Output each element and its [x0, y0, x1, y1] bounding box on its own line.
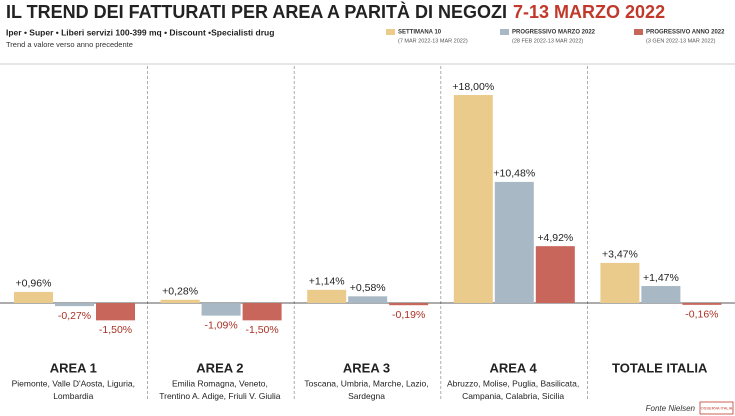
value-label: -0,27% — [58, 310, 91, 322]
legend-label: PROGRESSIVO ANNO 2022 — [646, 30, 725, 36]
value-label: +3,47% — [602, 249, 638, 261]
category-label: AREA 3 — [343, 360, 390, 375]
bar — [160, 299, 200, 304]
bar — [641, 286, 681, 304]
value-label: +1,47% — [643, 272, 679, 284]
note: Trend a valore verso anno precedente — [6, 40, 133, 49]
legend-swatch — [500, 29, 509, 35]
category-description: Emilia Romagna, Veneto, — [172, 378, 268, 388]
bar — [494, 181, 534, 304]
value-label: -0,19% — [392, 309, 425, 321]
legend-label: SETTIMANA 10 — [398, 30, 442, 36]
logo: OSSERVA ITALIA — [701, 406, 733, 411]
bar — [535, 246, 575, 304]
bar — [55, 303, 94, 307]
title-main: IL TREND DEI FATTURATI PER AREA A PARITÀ… — [6, 1, 507, 22]
value-label: +0,28% — [162, 286, 198, 298]
bar — [96, 303, 135, 321]
bar — [453, 95, 493, 304]
category-description: Piemonte, Valle D'Aosta, Liguria, — [12, 378, 135, 388]
subtitle: Iper • Super • Liberi servizi 100-399 mq… — [6, 27, 274, 37]
category-description: Toscana, Umbria, Marche, Lazio, — [304, 378, 428, 388]
category-description: Campania, Calabria, Sicilia — [462, 391, 564, 401]
category-description: Lombardia — [53, 391, 93, 401]
legend-period: (7 MAR 2022-13 MAR 2022) — [398, 38, 468, 44]
bar — [307, 289, 347, 304]
bar — [348, 296, 388, 304]
bar — [242, 303, 282, 321]
value-label: -1,50% — [245, 324, 278, 336]
bar — [14, 291, 53, 304]
value-label: -1,09% — [204, 319, 237, 331]
value-label: -1,50% — [99, 324, 132, 336]
value-label: +10,48% — [493, 168, 535, 180]
logo-box — [699, 401, 734, 415]
category-label: AREA 2 — [196, 360, 243, 375]
bar — [389, 303, 429, 306]
bar — [201, 303, 241, 316]
category-label: AREA 1 — [50, 360, 97, 375]
category-label: TOTALE ITALIA — [612, 360, 708, 375]
legend-period: (3 GEN 2022-13 MAR 2022) — [646, 38, 716, 44]
bar — [600, 262, 640, 304]
value-label: +0,58% — [350, 282, 386, 294]
category-description: Abruzzo, Molise, Puglia, Basilicata, — [447, 378, 579, 388]
category-description: Trentino A. Adige, Friuli V. Giulia — [159, 391, 281, 401]
value-label: +18,00% — [452, 81, 494, 93]
legend-swatch — [386, 29, 395, 35]
value-label: -0,16% — [685, 309, 718, 321]
value-label: +4,92% — [537, 232, 573, 244]
legend-period: (28 FEB 2022-13 MAR 2022) — [512, 38, 583, 44]
bar — [682, 303, 722, 305]
chart-title: IL TREND DEI FATTURATI PER AREA A PARITÀ… — [6, 1, 665, 22]
title-highlight: 7-13 MARZO 2022 — [513, 2, 665, 22]
legend-label: PROGRESSIVO MARZO 2022 — [512, 30, 596, 36]
category-label: AREA 4 — [489, 360, 537, 375]
source: Fonte Nielsen — [646, 404, 696, 413]
legend-swatch — [634, 29, 643, 35]
value-label: +0,96% — [16, 278, 52, 290]
value-label: +1,14% — [309, 276, 345, 288]
category-description: Sardegna — [348, 391, 385, 401]
